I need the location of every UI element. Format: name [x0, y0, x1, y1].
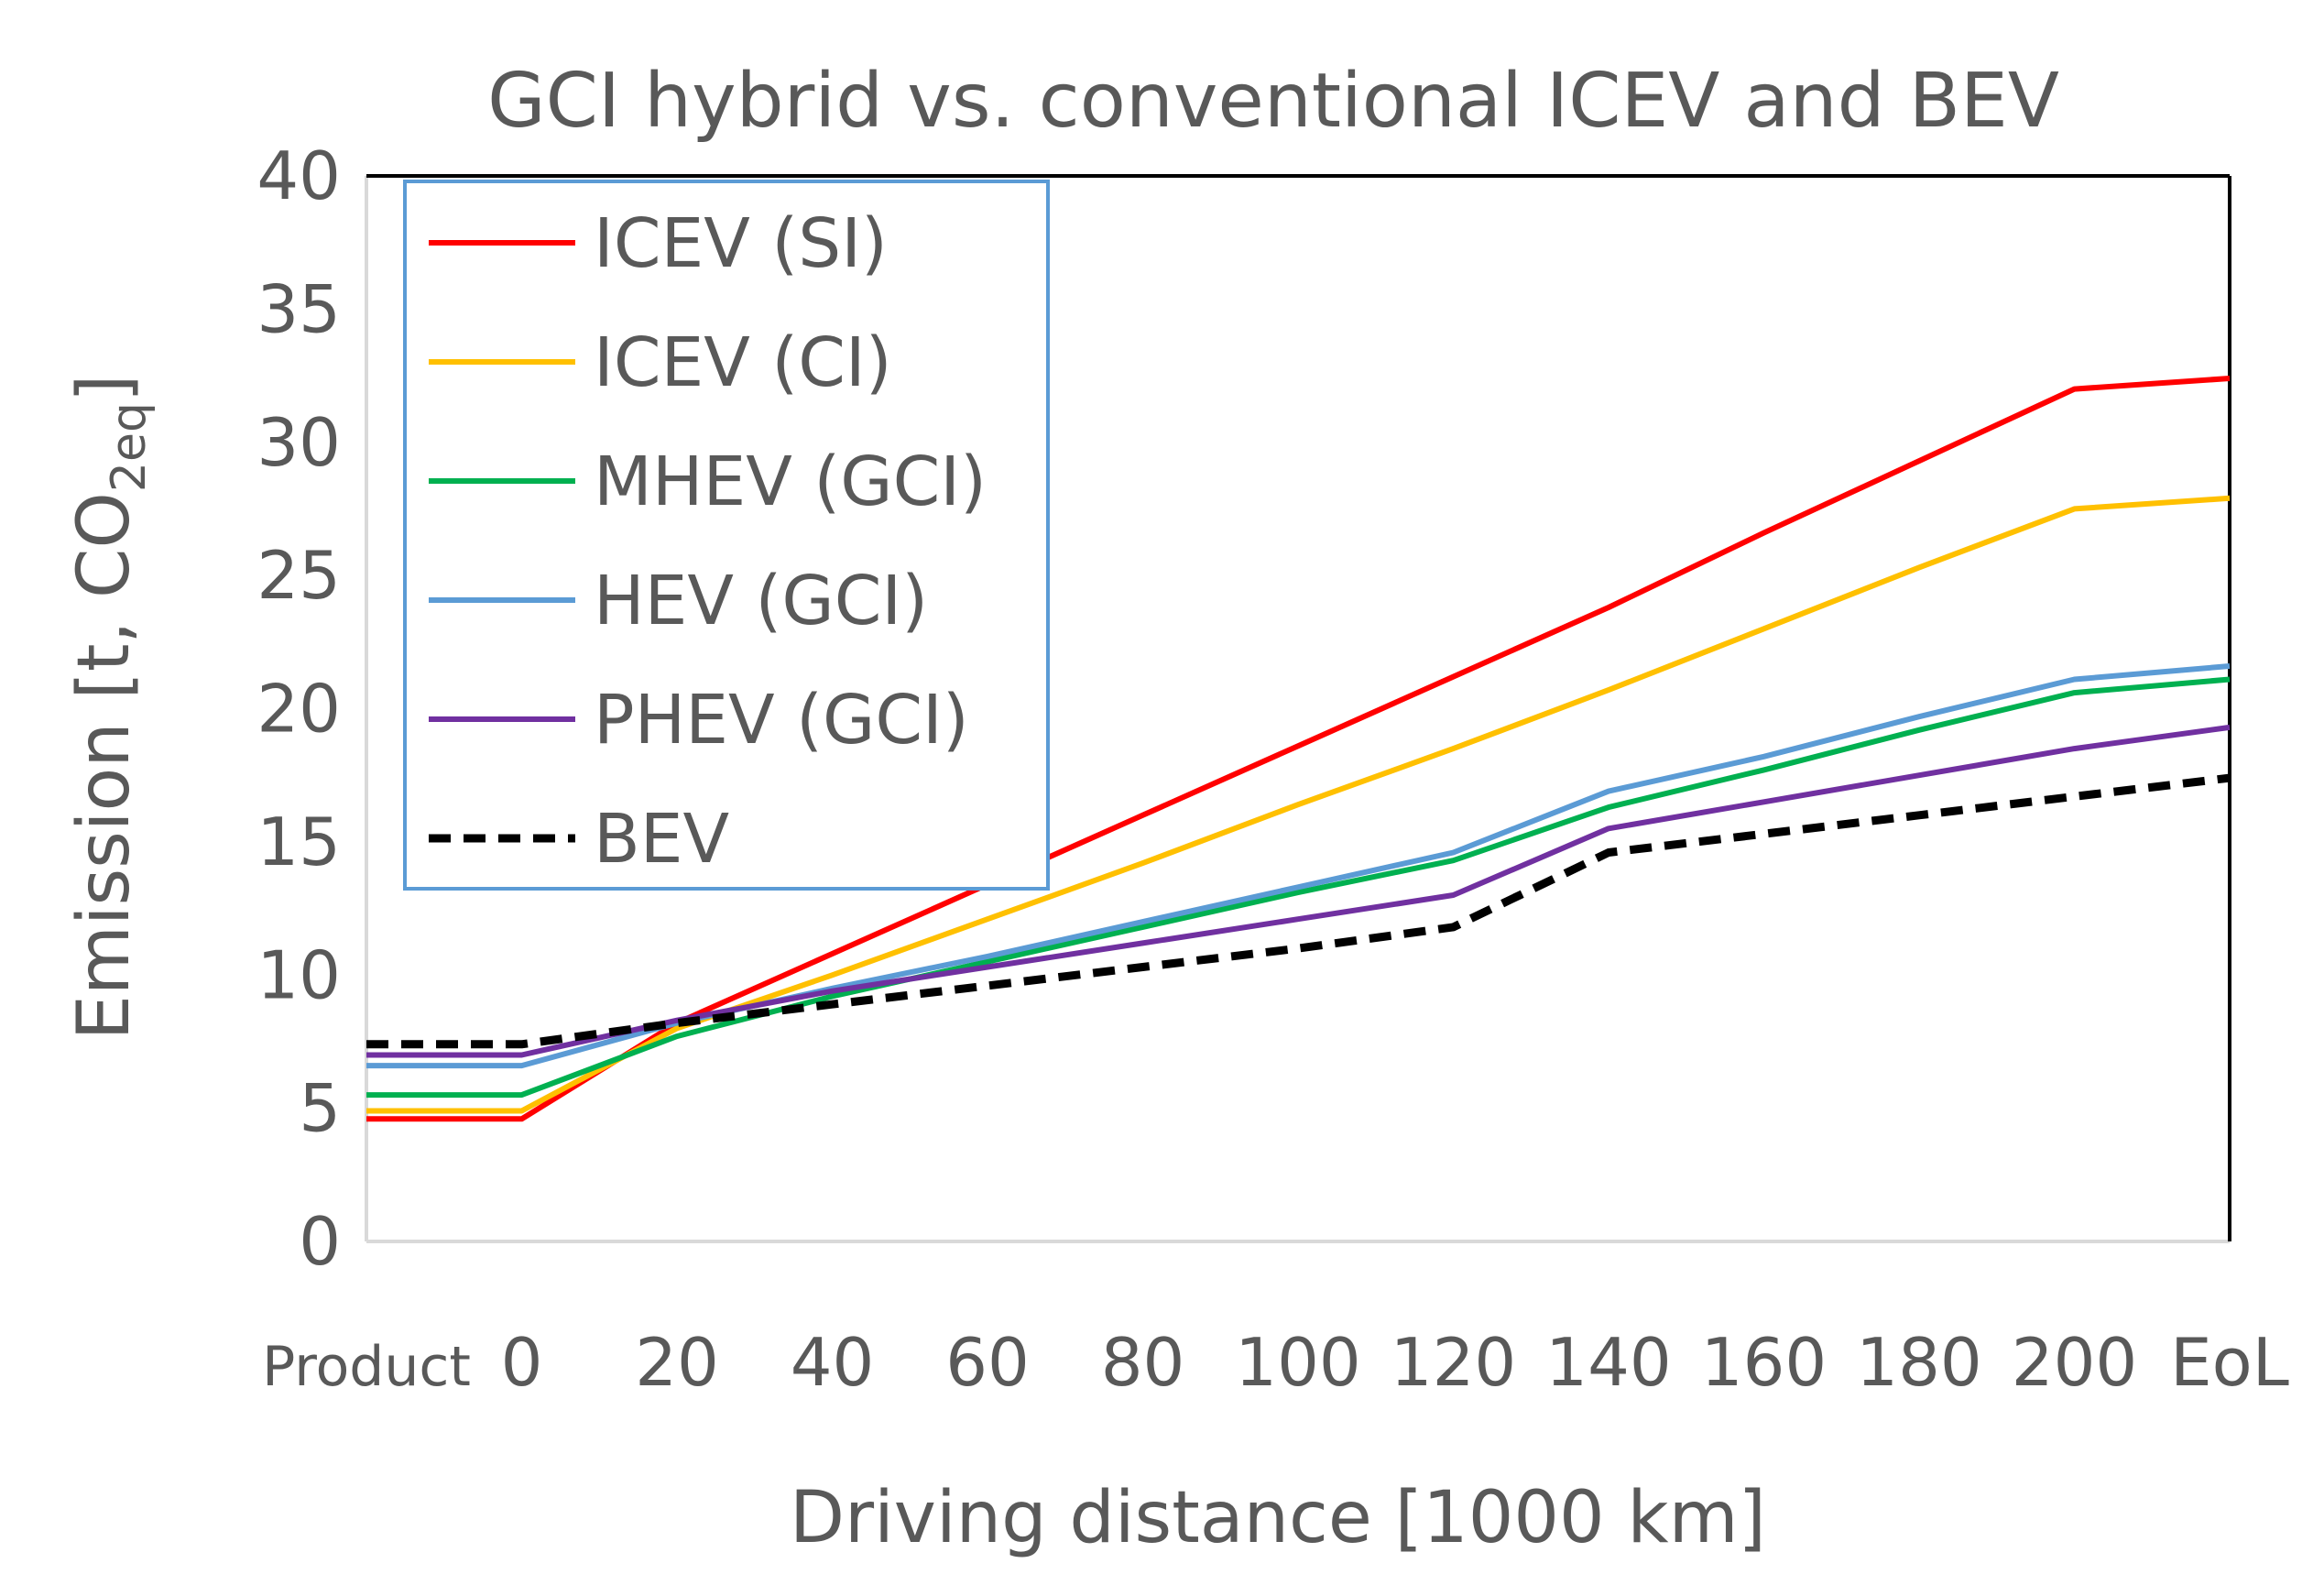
- x-tick-label: 20: [635, 1324, 719, 1401]
- x-tick-label: 160: [1701, 1324, 1827, 1401]
- x-axis-ticks: Product 0 20 40 60 80 100 120 140 160 180 200 EoL: [262, 1324, 2289, 1401]
- x-tick-label: 120: [1391, 1324, 1516, 1401]
- y-axis-label: Emission [t, CO2eq]: [63, 375, 157, 1041]
- legend-label: PHEV (GCI): [594, 681, 969, 760]
- y-axis-ticks: 0 5 10 15 20 25 30 35 40: [256, 137, 341, 1280]
- legend-label: BEV: [594, 800, 730, 879]
- chart-title: GCI hybrid vs. conventional ICEV and BEV: [487, 58, 2059, 145]
- series-line: [366, 773, 2231, 1049]
- legend: ICEV (SI) ICEV (CI) MHEV (GCI) HEV (GCI) PHE…: [403, 180, 1050, 891]
- x-tick-label: 180: [1856, 1324, 1981, 1401]
- x-tick-label: EoL: [2170, 1324, 2289, 1401]
- legend-box: [403, 180, 1050, 891]
- y-tick-label: 10: [256, 936, 341, 1013]
- legend-label: HEV (GCI): [594, 562, 928, 640]
- series-lines: [366, 376, 2231, 1122]
- series-line: [366, 676, 2231, 1099]
- x-tick-label: Product: [262, 1335, 471, 1399]
- y-tick-label: 30: [256, 404, 341, 481]
- series-line: [366, 724, 2231, 1058]
- y-tick-label: 25: [256, 537, 341, 614]
- x-tick-label: 100: [1235, 1324, 1360, 1401]
- x-axis-label: Driving distance [1000 km]: [790, 1477, 1766, 1559]
- series-line: [366, 495, 2231, 1114]
- y-axis-label-suffix: ]: [63, 375, 146, 402]
- y-tick-label: 35: [256, 270, 341, 347]
- y-tick-label: 0: [299, 1203, 341, 1280]
- y-axis-label-prefix: Emission [t, CO: [63, 492, 146, 1040]
- legend-label: ICEV (SI): [594, 204, 888, 283]
- y-axis-label-subscript: 2eq: [102, 402, 157, 492]
- legend-label: MHEV (GCI): [594, 443, 987, 521]
- y-tick-label: 15: [256, 803, 341, 880]
- y-tick-label: 20: [256, 671, 341, 748]
- x-tick-label: 80: [1101, 1324, 1185, 1401]
- x-tick-label: 60: [945, 1324, 1030, 1401]
- y-tick-label: 5: [299, 1070, 341, 1147]
- x-tick-label: 200: [2012, 1324, 2137, 1401]
- y-tick-label: 40: [256, 137, 341, 214]
- x-tick-label: 40: [791, 1324, 875, 1401]
- x-tick-label: 140: [1545, 1324, 1671, 1401]
- x-tick-label: 0: [501, 1324, 543, 1401]
- legend-label: ICEV (CI): [594, 323, 892, 402]
